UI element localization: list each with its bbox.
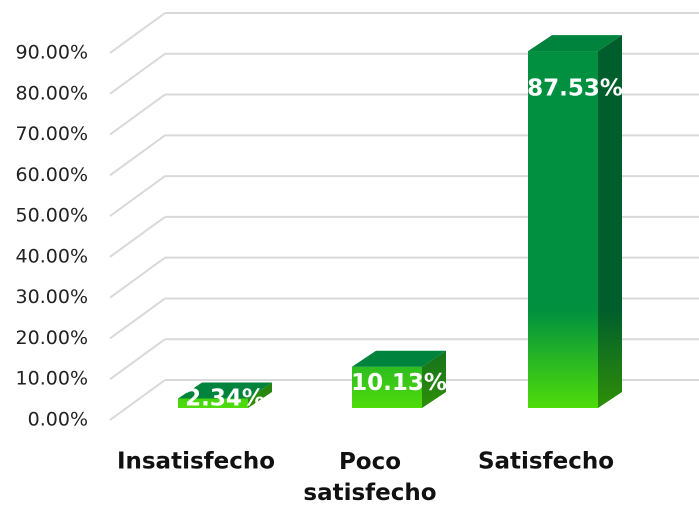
bar-top [528,35,622,52]
y-tick-label: 20.00% [16,327,88,349]
bar [352,350,446,408]
y-tick-label: 0.00% [28,409,88,431]
grid-line-depth [109,134,166,177]
y-tick-label: 60.00% [16,164,88,186]
y-tick-label: 30.00% [16,286,88,308]
grid-line-depth [109,256,166,299]
bar-front [528,51,598,408]
bar [178,382,272,408]
bar-front [352,366,422,408]
data-label: 10.13% [351,370,447,396]
grid-line-depth [109,379,166,421]
grid-line-depth [109,175,166,217]
grid-line-depth [109,52,166,95]
x-tick-label: Insatisfecho [117,449,275,475]
bar-side [248,382,272,408]
data-label: 87.53% [527,76,623,102]
grid-line-depth [109,297,166,340]
grid-line-depth [109,216,166,258]
bar-front [178,398,248,408]
bar-top [178,382,272,399]
bar-side [422,350,446,408]
y-tick-label: 40.00% [16,245,88,267]
y-tick-label: 10.00% [16,368,88,390]
grid-line-depth [109,93,166,136]
x-tick-label: Satisfecho [478,449,614,475]
bar-top [352,350,446,367]
bar-side [598,35,622,408]
x-tick-label: Poco satisfecho [303,449,436,506]
y-tick-label: 70.00% [16,123,88,145]
bar [528,35,622,408]
y-tick-label: 80.00% [16,82,88,104]
y-tick-label: 90.00% [16,42,88,64]
grid-line-depth [109,12,166,54]
y-tick-label: 50.00% [16,205,88,227]
grid-line-depth [109,338,166,381]
data-label: 2.34% [185,386,265,412]
